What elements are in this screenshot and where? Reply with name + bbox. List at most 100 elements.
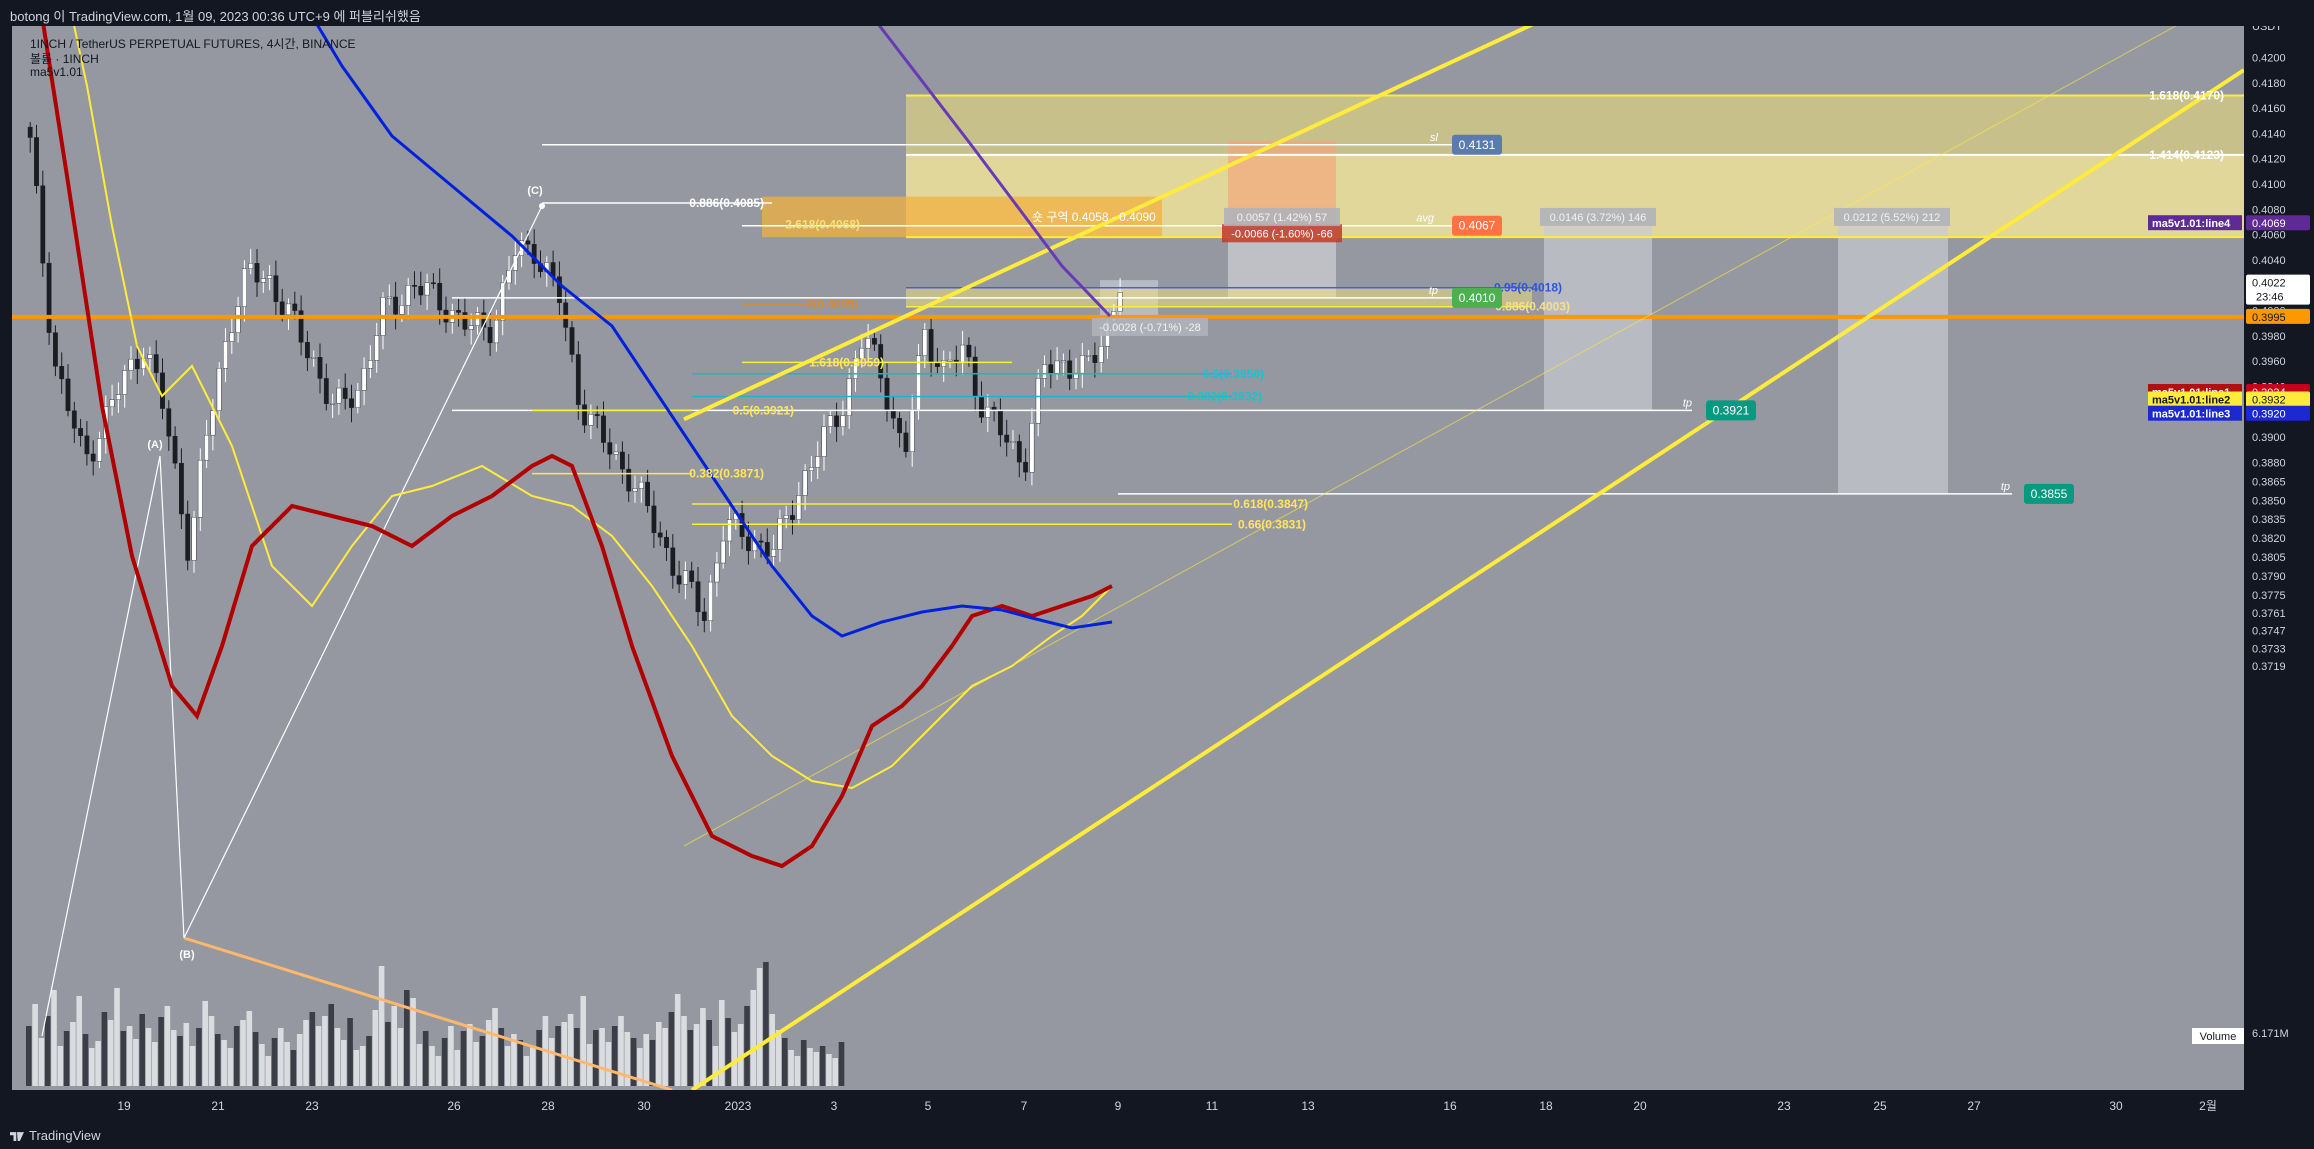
time-axis[interactable]: 19 21 23 26 28 30 2023 3 5 7 9 11 13 16 18 20 23 25 27 30 2월 — [12, 1090, 2244, 1120]
candle-body — [897, 418, 903, 434]
x-tick-label: 5 — [925, 1099, 932, 1113]
candle-body — [399, 305, 405, 315]
candle-body — [418, 286, 424, 296]
candle-body — [405, 285, 411, 306]
volume-bar — [599, 1028, 605, 1086]
volume-bar — [504, 1046, 511, 1086]
volume-bar — [492, 1008, 498, 1086]
chart-svg[interactable]: 1.618(0.4170) 1.414(0.4123) 0.886(0.4085) 2… — [12, 26, 2244, 1090]
trade-marker-label: avg — [1416, 213, 1435, 225]
candle-body — [872, 338, 877, 345]
y-tick-label: 0.4100 — [2252, 179, 2286, 191]
volume-bar — [328, 1004, 334, 1086]
indicator-tag-name: ma5v1.01:line4 — [2152, 218, 2231, 230]
candle-body — [197, 459, 203, 518]
tradingview-brand[interactable]: TradingView — [10, 1128, 101, 1143]
y-tick-label: 0.3775 — [2252, 590, 2286, 602]
volume-bar — [246, 1011, 253, 1086]
volume-bar — [26, 1026, 32, 1086]
volume-bar — [838, 1042, 845, 1086]
candle-body — [620, 451, 625, 470]
ma-blue-line — [316, 26, 1113, 638]
trade-price-label: 0.3921 — [1713, 403, 1750, 417]
candle-body — [147, 354, 153, 359]
volume-bar — [460, 1031, 467, 1086]
volume-bar — [435, 1056, 442, 1086]
candle-body — [53, 332, 58, 367]
fib-level-label: 0.382(0.3932) — [1187, 390, 1262, 404]
candle-body — [40, 185, 46, 264]
candle-body — [273, 275, 279, 302]
candle-body — [601, 415, 606, 443]
volume-bar — [674, 994, 681, 1086]
candle-body — [393, 296, 398, 315]
volume-bar — [303, 1020, 309, 1086]
candle-body — [361, 368, 367, 391]
brand-label: TradingView — [29, 1128, 101, 1143]
y-tick-label: 0.4120 — [2252, 154, 2286, 166]
candle-body — [1010, 441, 1016, 443]
candle-body — [374, 335, 380, 361]
candle-body — [65, 378, 71, 412]
y-tick-label: 0.4200 — [2252, 53, 2286, 65]
y-tick-label: 0.3835 — [2252, 514, 2286, 526]
candle-body — [701, 611, 707, 621]
chart-pane[interactable]: 1.618(0.4170) 1.414(0.4123) 0.886(0.4085) 2… — [12, 26, 2244, 1090]
candle-body — [178, 463, 184, 515]
candle-body — [613, 451, 619, 455]
volume-bar — [372, 1010, 379, 1086]
volume-bar — [530, 1046, 536, 1086]
candle-body — [746, 536, 751, 552]
candle-body — [821, 426, 827, 457]
volume-bar — [731, 1032, 738, 1086]
volume-bar — [208, 1016, 215, 1086]
candle-body — [727, 519, 732, 542]
purple-trend-line — [877, 26, 1112, 318]
loss-measure-label: -0.0066 (-1.60%) -66 — [1231, 228, 1333, 240]
candle-body — [210, 410, 216, 436]
volume-bar — [101, 1012, 108, 1086]
legend-symbol[interactable]: 1INCH / TetherUS PERPETUAL FUTURES, 4시간,… — [30, 37, 356, 51]
candle-body — [1092, 355, 1098, 363]
volume-bar — [145, 1028, 152, 1086]
candle-body — [998, 410, 1003, 436]
candle-body — [456, 310, 461, 313]
volume-bar — [233, 1026, 240, 1086]
loss-measure-box — [1222, 224, 1342, 243]
label-layer: 1.618(0.4170) 1.414(0.4123) 0.886(0.4085) 2… — [147, 88, 2244, 1044]
legend-indicator[interactable]: ma5v1.01 — [30, 65, 83, 79]
tradingview-logo-icon — [10, 1132, 24, 1142]
measure-label: 0.0146 (3.72%) 146 — [1550, 212, 1647, 224]
volume-bar — [309, 1012, 316, 1086]
y-tick-label: 0.3761 — [2252, 608, 2286, 620]
y-tick-label: 0.4180 — [2252, 78, 2286, 90]
volume-bar — [700, 1008, 706, 1086]
volume-bar — [252, 1032, 259, 1086]
candle-body — [777, 518, 783, 550]
candle-body — [575, 354, 581, 405]
candle-body — [97, 438, 102, 462]
price-axis[interactable]: USDT 0.4200 0.4180 0.4160 0.4140 0.4120 0.4100… — [2244, 21, 2314, 1090]
volume-bar — [593, 1030, 599, 1086]
candle-body — [336, 387, 342, 404]
candle-body — [909, 409, 915, 452]
volume-bar — [794, 1056, 801, 1086]
volume-bar — [485, 1020, 492, 1086]
candle-body — [525, 240, 531, 245]
x-tick-label: 21 — [211, 1099, 225, 1113]
volume-bar — [548, 1038, 555, 1086]
candle-body — [922, 329, 928, 356]
candle-body — [59, 366, 65, 380]
candle-body — [1098, 346, 1104, 363]
price-tag-label: 0.3920 — [2252, 409, 2286, 421]
candle-body — [1004, 434, 1010, 443]
volume-bar — [832, 1058, 838, 1086]
candle-body — [267, 275, 272, 279]
candle-body — [1067, 360, 1073, 379]
indicator-tag-name: ma5v1.01:line2 — [2152, 395, 2230, 407]
candle-body — [235, 306, 241, 333]
candle-body — [594, 414, 600, 417]
legend-volume[interactable]: 볼륨 · 1INCH — [30, 52, 99, 66]
candle-body — [796, 495, 802, 520]
volume-bar — [391, 1006, 397, 1086]
